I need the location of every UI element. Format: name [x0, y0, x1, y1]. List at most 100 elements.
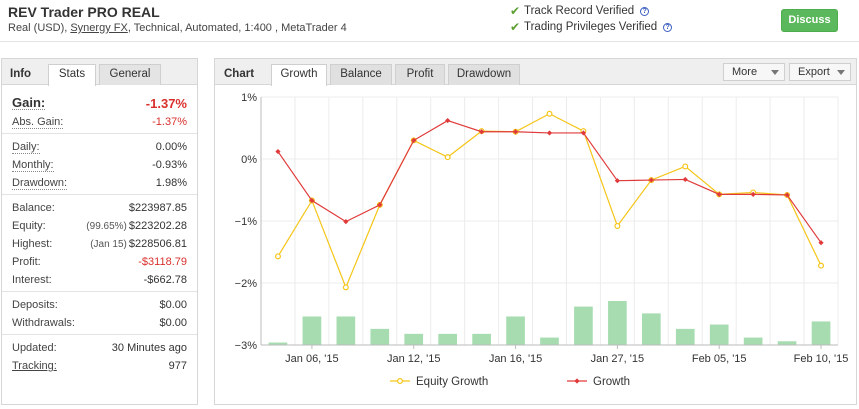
tab-growth[interactable]: Growth	[271, 64, 327, 86]
equity-growth-point	[342, 284, 349, 291]
volume-bar	[472, 333, 491, 345]
growth-point	[377, 202, 383, 208]
x-tick-label: Jan 16, '15	[489, 353, 542, 365]
stat-row-withdrawals: Withdrawals: $0.00	[12, 314, 187, 332]
stat-value: 977	[168, 360, 187, 372]
stat-label: Highest:	[12, 238, 53, 250]
growth-point	[818, 240, 824, 246]
stat-value: -$662.78	[143, 274, 187, 286]
equity-growth-line	[277, 113, 822, 289]
trading-privileges-label: Trading Privileges Verified	[524, 21, 658, 33]
growth-point	[411, 137, 417, 143]
volume-bar	[743, 337, 763, 345]
stat-value: 1.98%	[155, 177, 187, 189]
stat-label[interactable]: Daily:	[12, 140, 40, 154]
volume-bar	[336, 316, 356, 345]
info-panel-title: Info	[10, 68, 32, 80]
chart-tabs: Chart Growth Balance Profit Drawdown Mor…	[215, 59, 856, 86]
growth-chart[interactable]: 1% 0% −1% −2% −3% Jan 06, '15 Jan 12, '15 Jan 1…	[215, 86, 856, 404]
stat-label[interactable]: Monthly:	[12, 158, 54, 172]
stat-label[interactable]: Gain:	[12, 95, 46, 110]
volume-bar	[370, 328, 390, 345]
stat-value: $0.00	[159, 299, 187, 311]
growth-point	[716, 191, 722, 197]
legend-equity-growth-label: Equity Growth	[416, 376, 488, 388]
growth-point	[546, 130, 553, 136]
divider	[2, 334, 197, 339]
stat-label: Updated:	[12, 342, 57, 354]
tab-drawdown[interactable]: Drawdown	[448, 64, 520, 85]
y-tick-label: −3%	[235, 340, 258, 352]
stat-row-equity: Equity: (99.65%) $223202.28	[12, 217, 187, 235]
stat-row-daily: Daily: 0.00%	[12, 138, 187, 156]
volume-bar	[438, 333, 458, 345]
legend-equity-growth-marker	[397, 378, 404, 385]
volume-bar	[540, 337, 559, 345]
growth-point	[445, 117, 451, 124]
y-tick-label: −2%	[235, 278, 258, 290]
tab-stats[interactable]: Stats	[48, 64, 96, 86]
stat-label: Interest:	[12, 274, 52, 286]
export-dropdown[interactable]: Export	[789, 63, 851, 81]
tab-profit[interactable]: Profit	[395, 64, 445, 85]
track-record-verified: ✔ Track Record Verified ?	[510, 4, 650, 18]
tracking-link[interactable]: Tracking:	[12, 360, 57, 372]
stat-label: Profit:	[12, 256, 41, 268]
growth-point	[750, 191, 756, 197]
check-icon: ✔	[510, 4, 521, 18]
equity-growth-point	[682, 163, 689, 170]
stat-label[interactable]: Drawdown:	[12, 176, 68, 190]
equity-growth-point	[274, 253, 281, 260]
stat-value: $223987.85	[128, 202, 187, 214]
stat-row-interest: Interest: -$662.78	[12, 271, 187, 289]
help-icon[interactable]: ?	[663, 22, 673, 32]
stat-value: -0.93%	[152, 159, 187, 171]
y-tick-label: 1%	[241, 92, 257, 104]
growth-point	[512, 129, 519, 135]
info-panel: Info Stats General Gain: -1.37% Abs. Gai…	[1, 58, 198, 405]
volume-bar	[675, 328, 695, 345]
more-label: More	[732, 66, 758, 78]
chart-panel: Chart Growth Balance Profit Drawdown Mor…	[214, 58, 857, 405]
growth-line	[277, 119, 822, 244]
more-dropdown[interactable]: More	[723, 63, 785, 81]
stat-value: -1.37%	[145, 96, 187, 111]
growth-point	[580, 130, 587, 136]
tab-general[interactable]: General	[99, 64, 161, 85]
stat-label: Deposits:	[12, 299, 58, 311]
tab-balance[interactable]: Balance	[330, 64, 392, 85]
volume-bar	[709, 324, 729, 345]
stat-row-updated: Updated: 30 Minutes ago	[12, 339, 187, 357]
chevron-down-icon	[771, 70, 779, 75]
stat-value: $0.00	[159, 317, 187, 329]
help-icon[interactable]: ?	[640, 6, 650, 16]
stat-value: $228506.81	[128, 238, 187, 250]
system-title: REV Trader PRO REAL	[8, 4, 160, 20]
info-tabs: Info Stats General	[2, 59, 197, 86]
stats-list: Gain: -1.37% Abs. Gain: -1.37% Daily: 0.…	[2, 85, 197, 375]
growth-point	[479, 129, 485, 135]
check-icon: ✔	[510, 20, 521, 34]
volume-bar	[777, 341, 797, 345]
export-label: Export	[798, 66, 830, 78]
system-subtitle: Real (USD), Synergy FX, Technical, Autom…	[8, 22, 347, 34]
discuss-button[interactable]: Discuss	[781, 9, 838, 32]
stat-label: Withdrawals:	[12, 317, 75, 329]
y-tick-label: 0%	[241, 154, 257, 166]
stat-value: -1.37%	[152, 116, 187, 128]
x-tick-label: Jan 12, '15	[387, 353, 440, 365]
x-tick-label: Jan 27, '15	[591, 353, 644, 365]
stat-label[interactable]: Abs. Gain:	[12, 115, 64, 129]
stat-row-drawdown: Drawdown: 1.98%	[12, 174, 187, 192]
volume-bar	[811, 321, 831, 345]
equity-percent: (99.65%)	[86, 221, 127, 232]
stat-value: $223202.28	[128, 220, 187, 232]
broker-link[interactable]: Synergy FX	[70, 22, 128, 34]
volume-bar	[608, 300, 627, 345]
account-details: , Technical, Automated, 1:400 , MetaTrad…	[127, 22, 347, 34]
equity-growth-point	[444, 154, 451, 161]
stat-row-balance: Balance: $223987.85	[12, 199, 187, 217]
stat-label: Balance:	[12, 202, 55, 214]
growth-point	[614, 178, 620, 184]
divider	[2, 194, 197, 199]
